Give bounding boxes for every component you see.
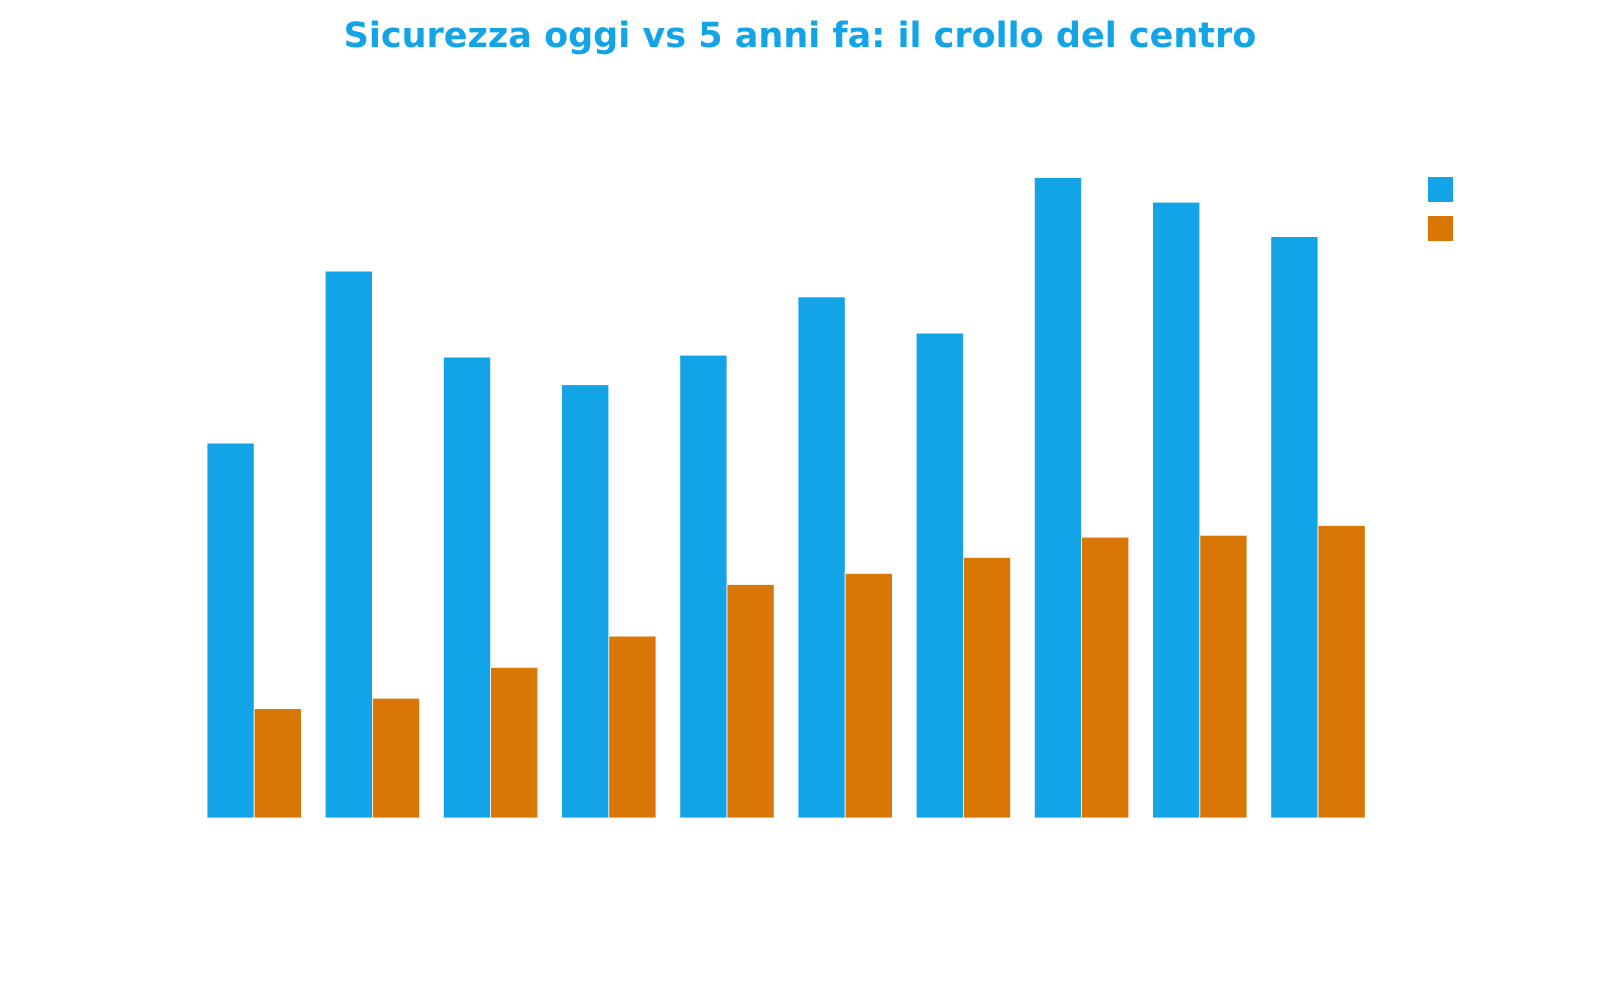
bar-series-1-item-1 xyxy=(206,442,255,819)
bar-series-1-item-7 xyxy=(915,332,964,819)
bar-series-2-item-2 xyxy=(371,697,420,819)
bar-series-1-item-4 xyxy=(561,384,610,819)
legend-swatch-series-2 xyxy=(1428,216,1453,241)
bar-series-1-item-5 xyxy=(679,354,728,819)
bar-series-2-item-9 xyxy=(1199,534,1248,819)
bar-series-2-item-1 xyxy=(253,708,302,819)
bar-series-2-item-3 xyxy=(490,667,539,819)
legend xyxy=(1428,177,1453,241)
bar-series-1-item-8 xyxy=(1034,177,1083,819)
bar-series-2-item-6 xyxy=(844,573,893,819)
legend-swatch-series-1 xyxy=(1428,177,1453,202)
bar-series-1-item-9 xyxy=(1152,201,1201,819)
bar-series-2-item-8 xyxy=(1081,536,1130,819)
bar-series-1-item-2 xyxy=(324,270,373,819)
bar-series-2-item-10 xyxy=(1317,525,1366,819)
bar-series-1-item-3 xyxy=(442,356,491,819)
bar-series-2-item-7 xyxy=(963,557,1012,819)
chart-title: Sicurezza oggi vs 5 anni fa: il crollo d… xyxy=(343,16,1257,56)
bar-series-2-item-5 xyxy=(726,584,775,819)
bar-series-2-item-4 xyxy=(608,635,657,819)
bar-series-1-item-6 xyxy=(797,296,846,819)
bar-series-1-item-10 xyxy=(1270,236,1319,819)
bars-group xyxy=(206,177,1366,819)
